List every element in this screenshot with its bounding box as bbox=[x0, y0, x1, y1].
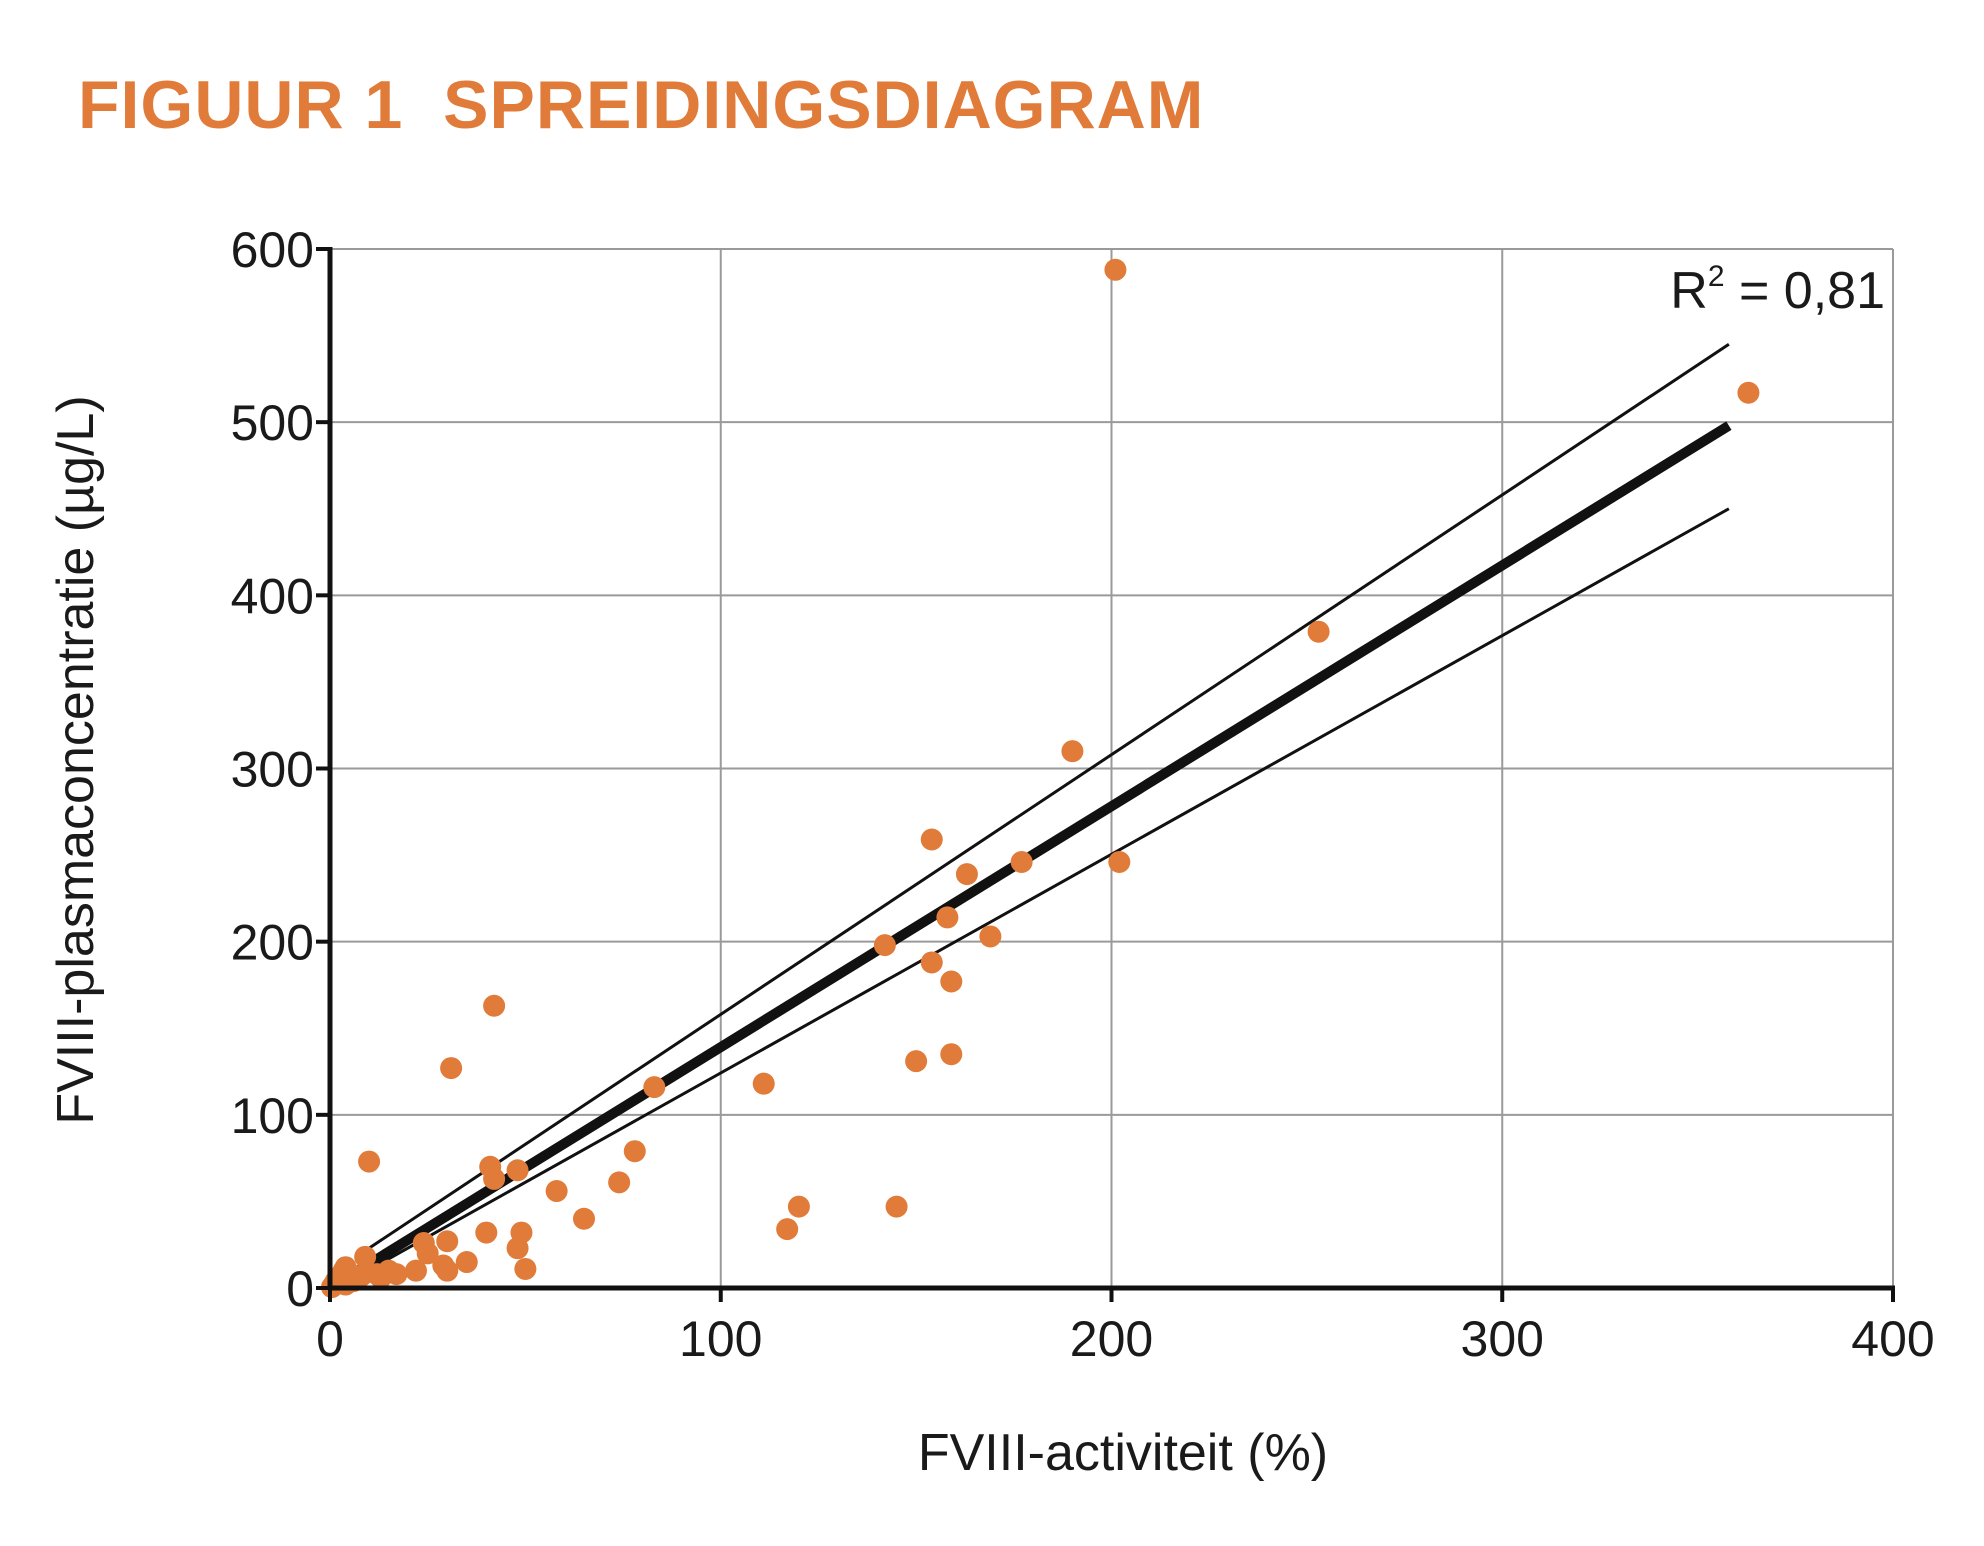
y-axis-label: FVIII-plasmaconcentratie (µg/L) bbox=[47, 395, 105, 1124]
figure-title: FIGUUR 1 SPREIDINGSDIAGRAM bbox=[78, 67, 1205, 143]
data-point bbox=[506, 1159, 529, 1182]
data-point bbox=[979, 925, 1002, 948]
x-tick-label: 100 bbox=[679, 1311, 762, 1367]
data-point bbox=[416, 1242, 439, 1265]
data-point bbox=[940, 970, 963, 993]
data-point bbox=[436, 1259, 459, 1282]
r-squared-base: R bbox=[1670, 262, 1708, 320]
data-point bbox=[955, 863, 978, 886]
r-squared-value: = 0,81 bbox=[1725, 262, 1885, 320]
data-point bbox=[920, 828, 943, 851]
grid-lines bbox=[330, 248, 1894, 1288]
x-tick-label: 200 bbox=[1070, 1311, 1153, 1367]
axes bbox=[316, 247, 1895, 1302]
r-squared-sup: 2 bbox=[1708, 260, 1725, 293]
upper-confidence-line bbox=[360, 342, 1730, 1255]
data-point bbox=[1061, 740, 1084, 763]
y-tick-label: 500 bbox=[231, 395, 314, 451]
data-point bbox=[1737, 381, 1760, 404]
data-point bbox=[358, 1150, 381, 1173]
data-point bbox=[1307, 620, 1330, 643]
x-axis-label: FVIII-activiteit (%) bbox=[918, 1424, 1328, 1482]
data-point bbox=[545, 1180, 568, 1203]
data-point bbox=[510, 1221, 533, 1244]
data-point bbox=[1108, 851, 1131, 874]
data-point bbox=[885, 1195, 908, 1218]
data-point bbox=[354, 1245, 377, 1268]
data-point bbox=[404, 1259, 427, 1282]
data-point bbox=[483, 994, 506, 1017]
lower-confidence-line bbox=[360, 507, 1730, 1276]
data-point bbox=[776, 1218, 799, 1241]
y-tick-label: 0 bbox=[286, 1261, 314, 1317]
data-points bbox=[320, 258, 1760, 1299]
data-point bbox=[787, 1195, 810, 1218]
data-point bbox=[920, 951, 943, 974]
y-tick-label: 100 bbox=[231, 1088, 314, 1144]
y-tick-label: 200 bbox=[231, 915, 314, 971]
data-point bbox=[752, 1072, 775, 1095]
y-tick-label: 300 bbox=[231, 742, 314, 798]
data-point bbox=[1104, 258, 1127, 281]
data-point bbox=[873, 934, 896, 957]
x-tick-label: 300 bbox=[1461, 1311, 1544, 1367]
tick-labels: 0 100 200 300 400 500 600 0 100 200 300 400 bbox=[231, 222, 1935, 1367]
data-point bbox=[940, 1043, 963, 1066]
x-tick-label: 0 bbox=[316, 1311, 344, 1367]
data-point bbox=[475, 1221, 498, 1244]
data-point bbox=[608, 1171, 631, 1194]
data-point bbox=[514, 1257, 537, 1280]
data-point bbox=[455, 1251, 478, 1274]
data-point bbox=[643, 1076, 666, 1099]
data-point bbox=[483, 1167, 506, 1190]
data-point bbox=[905, 1050, 928, 1073]
y-tick-label: 600 bbox=[231, 222, 314, 278]
data-point bbox=[572, 1207, 595, 1230]
r-squared-annotation: R2 = 0,81 bbox=[1670, 260, 1885, 320]
data-point bbox=[436, 1230, 459, 1253]
data-point bbox=[936, 906, 959, 929]
fit-lines bbox=[327, 342, 1732, 1293]
x-tick-label: 400 bbox=[1851, 1311, 1934, 1367]
data-point bbox=[440, 1057, 463, 1080]
data-point bbox=[385, 1263, 408, 1286]
y-tick-label: 400 bbox=[231, 568, 314, 624]
data-point bbox=[1010, 851, 1033, 874]
data-point bbox=[623, 1140, 646, 1163]
